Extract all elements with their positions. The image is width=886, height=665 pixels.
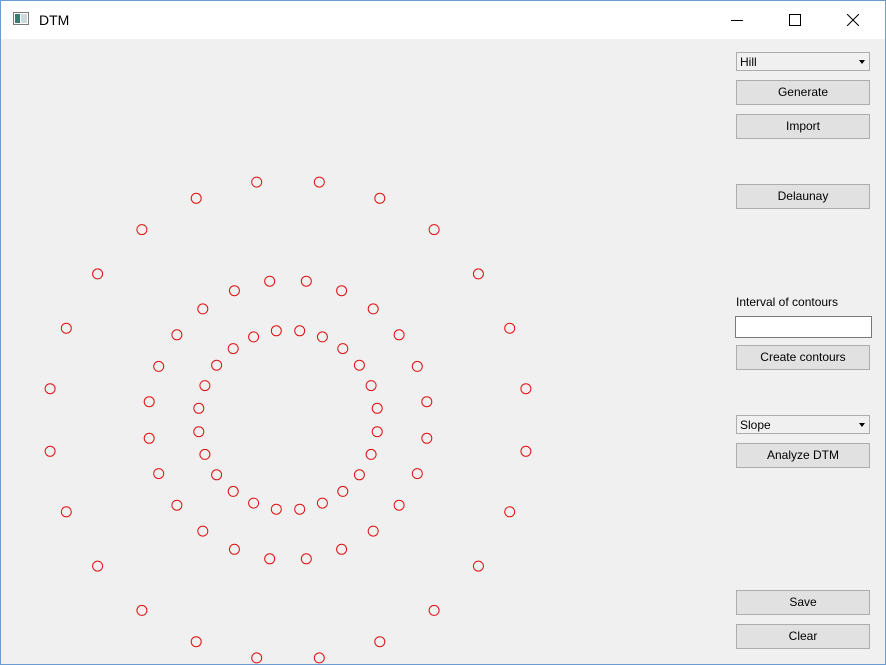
terrain-point — [472, 560, 484, 572]
terrain-point — [336, 543, 348, 555]
terrain-point — [294, 503, 306, 515]
terrain-point — [143, 432, 155, 444]
terrain-point — [316, 497, 328, 509]
terrain-point — [520, 445, 532, 457]
terrain-point — [248, 497, 260, 509]
terrain-point — [337, 485, 349, 497]
terrain-point — [199, 380, 211, 392]
terrain-point — [193, 402, 205, 414]
terrain-point — [171, 499, 183, 511]
terrain-point — [371, 402, 383, 414]
contour-interval-input[interactable] — [735, 316, 872, 338]
terrain-point — [199, 448, 211, 460]
window-title: DTM — [39, 12, 70, 28]
contour-interval-label: Interval of contours — [736, 295, 839, 309]
drawing-canvas[interactable] — [1, 39, 729, 664]
terrain-point — [251, 176, 263, 188]
import-button[interactable]: Import — [736, 114, 870, 139]
create-contours-button[interactable]: Create contours — [736, 345, 870, 370]
terrain-point — [374, 636, 386, 648]
terrain-point — [337, 343, 349, 355]
terrain-point — [60, 506, 72, 518]
clear-button[interactable]: Clear — [736, 624, 870, 649]
terrain-point — [374, 192, 386, 204]
terrain-point — [353, 469, 365, 481]
terrain-point — [365, 380, 377, 392]
generate-button[interactable]: Generate — [736, 80, 870, 105]
analysis-type-value: Slope — [740, 418, 771, 432]
terrain-point — [153, 360, 165, 372]
terrain-point — [353, 359, 365, 371]
terrain-point — [300, 553, 312, 565]
terrain-point — [60, 322, 72, 334]
terrain-point — [92, 268, 104, 280]
maximize-icon — [789, 14, 801, 26]
terrain-point — [136, 224, 148, 236]
terrain-point — [197, 525, 209, 537]
minimize-button[interactable] — [708, 1, 766, 39]
terrain-point — [227, 485, 239, 497]
terrain-point — [197, 303, 209, 315]
terrain-point — [316, 331, 328, 343]
terrain-point — [472, 268, 484, 280]
terrain-point — [371, 426, 383, 438]
analysis-type-select[interactable]: Slope — [736, 415, 870, 434]
terrain-point — [294, 325, 306, 337]
analyze-dtm-button[interactable]: Analyze DTM — [736, 443, 870, 468]
terrain-type-select[interactable]: Hill — [736, 52, 870, 71]
terrain-point — [227, 343, 239, 355]
terrain-point — [313, 176, 325, 188]
delaunay-button[interactable]: Delaunay — [736, 184, 870, 209]
terrain-type-value: Hill — [740, 55, 757, 69]
terrain-point — [44, 383, 56, 395]
close-icon — [847, 14, 859, 26]
terrain-point — [520, 383, 532, 395]
terrain-point — [270, 503, 282, 515]
terrain-point — [365, 448, 377, 460]
save-button[interactable]: Save — [736, 590, 870, 615]
chevron-down-icon — [859, 423, 865, 427]
terrain-point — [248, 331, 260, 343]
terrain-point — [92, 560, 104, 572]
terrain-point — [428, 224, 440, 236]
chevron-down-icon — [859, 60, 865, 64]
terrain-point — [393, 499, 405, 511]
terrain-point — [190, 636, 202, 648]
close-button[interactable] — [824, 1, 882, 39]
terrain-point — [411, 468, 423, 480]
terrain-point — [504, 322, 516, 334]
terrain-point — [193, 426, 205, 438]
terrain-point — [411, 360, 423, 372]
terrain-point — [44, 445, 56, 457]
terrain-point — [143, 396, 155, 408]
maximize-button[interactable] — [766, 1, 824, 39]
app-icon — [13, 12, 29, 25]
terrain-point — [393, 329, 405, 341]
terrain-point — [153, 468, 165, 480]
terrain-point — [264, 553, 276, 565]
terrain-point — [367, 525, 379, 537]
minimize-icon — [731, 20, 743, 21]
terrain-point — [428, 604, 440, 616]
terrain-point — [211, 359, 223, 371]
terrain-point — [190, 192, 202, 204]
terrain-point — [136, 604, 148, 616]
terrain-point — [228, 285, 240, 297]
terrain-point — [228, 543, 240, 555]
terrain-point — [264, 275, 276, 287]
terrain-point — [336, 285, 348, 297]
terrain-point — [504, 506, 516, 518]
terrain-point — [270, 325, 282, 337]
title-bar: DTM — [1, 1, 885, 39]
terrain-point — [367, 303, 379, 315]
terrain-point — [421, 396, 433, 408]
terrain-point — [171, 329, 183, 341]
terrain-point — [421, 432, 433, 444]
terrain-point — [211, 469, 223, 481]
terrain-point — [300, 275, 312, 287]
terrain-point — [251, 652, 263, 664]
terrain-point — [313, 652, 325, 664]
